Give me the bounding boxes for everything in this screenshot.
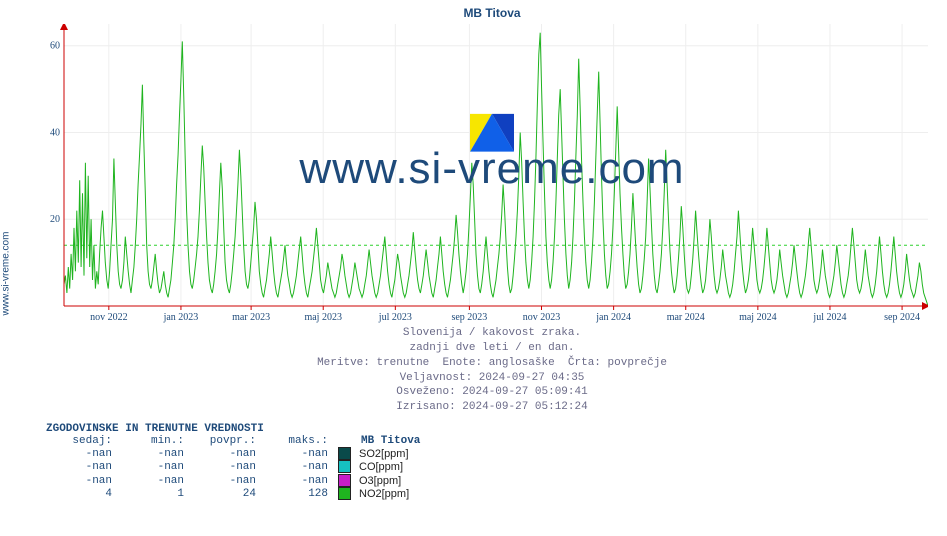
legend-row: -nan-nan-nan-nanO3[ppm] [46,474,426,487]
meta-line: Izrisano: 2024-09-27 05:12:24 [46,400,938,415]
legend-swatch [334,447,355,460]
legend-val-min: -nan [118,447,190,460]
svg-text:maj 2023: maj 2023 [304,312,342,323]
svg-text:40: 40 [50,127,60,138]
legend-series-header: MB Titova [355,435,426,447]
legend-val-sedaj: -nan [46,474,118,487]
svg-text:maj 2024: maj 2024 [739,312,777,323]
legend-swatch [334,474,355,487]
legend-val-maks: 128 [262,487,334,500]
timeseries-plot: 20 40 60 nov 2022 jan 2023 mar 2023 maj 2023 ju… [46,24,928,324]
legend-col-header: min.: [118,435,190,447]
legend-val-sedaj: -nan [46,447,118,460]
meta-line: Osveženo: 2024-09-27 05:09:41 [46,385,938,400]
svg-text:jan 2023: jan 2023 [163,312,199,323]
svg-text:mar 2023: mar 2023 [232,312,270,323]
svg-text:20: 20 [50,214,60,225]
legend-swatch [334,460,355,473]
legend-swatch [334,487,355,500]
legend-name: NO2[ppm] [355,487,426,500]
chart-title: MB Titova [46,6,938,20]
legend-val-sedaj: 4 [46,487,118,500]
svg-text:jul 2024: jul 2024 [812,312,846,323]
legend-val-povpr: -nan [190,447,262,460]
legend-val-maks: -nan [262,474,334,487]
legend-val-povpr: -nan [190,474,262,487]
svg-text:jan 2024: jan 2024 [595,312,631,323]
legend-name: CO[ppm] [355,460,426,473]
legend-col-header: sedaj: [46,435,118,447]
legend-name: SO2[ppm] [355,447,426,460]
meta-line: Meritve: trenutne Enote: anglosaške Črta… [46,356,938,371]
legend-col-header: maks.: [262,435,334,447]
svg-text:sep 2023: sep 2023 [451,312,487,323]
meta-line: zadnji dve leti / en dan. [46,341,938,356]
legend-val-povpr: 24 [190,487,262,500]
svg-text:nov 2022: nov 2022 [90,312,128,323]
legend-val-maks: -nan [262,460,334,473]
svg-text:sep 2024: sep 2024 [884,312,920,323]
legend-row: 4124128 NO2[ppm] [46,487,426,500]
meta-line: Slovenija / kakovost zraka. [46,326,938,341]
svg-text:jul 2023: jul 2023 [378,312,412,323]
legend-title: ZGODOVINSKE IN TRENUTNE VREDNOSTI [46,423,938,435]
legend-row: -nan-nan-nan-nanSO2[ppm] [46,447,426,460]
svg-text:60: 60 [50,41,60,52]
legend-name: O3[ppm] [355,474,426,487]
legend-val-min: -nan [118,474,190,487]
legend-val-sedaj: -nan [46,460,118,473]
legend-val-min: -nan [118,460,190,473]
legend-col-header: povpr.: [190,435,262,447]
legend-val-min: 1 [118,487,190,500]
legend-val-maks: -nan [262,447,334,460]
chart-area: MB Titova 20 40 60 nov 2022 jan 2023 mar 2023… [46,6,938,534]
svg-text:mar 2024: mar 2024 [667,312,705,323]
legend-val-povpr: -nan [190,460,262,473]
legend-table: sedaj:min.:povpr.:maks.:MB Titova-nan-na… [46,435,426,501]
svg-text:nov 2023: nov 2023 [523,312,561,323]
legend-row: -nan-nan-nan-nanCO[ppm] [46,460,426,473]
site-link[interactable]: www.si-vreme.com [1,232,12,316]
meta-line: Veljavnost: 2024-09-27 04:35 [46,371,938,386]
chart-metadata: Slovenija / kakovost zraka. zadnji dve l… [46,326,938,415]
